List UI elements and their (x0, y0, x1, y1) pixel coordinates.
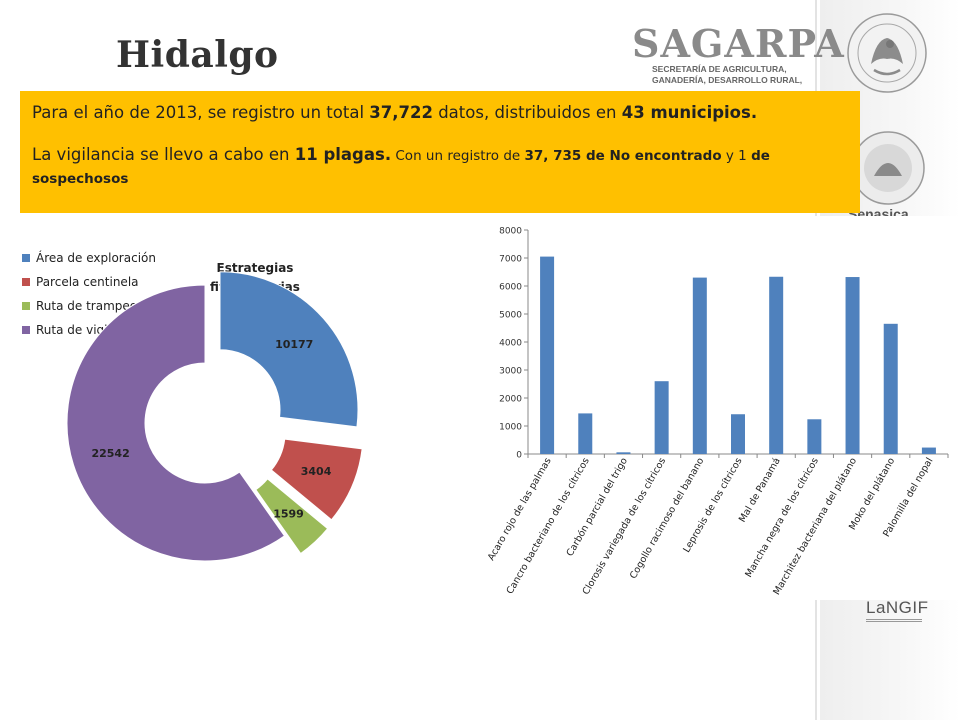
info-p1-a: Para el año de 2013, se registro un tota… (32, 103, 370, 122)
x-tick-label: Cancro bacteriano de los cítricos (505, 456, 592, 596)
y-tick-label: 4000 (499, 339, 522, 349)
bar (883, 323, 898, 454)
legend-swatch (22, 326, 30, 334)
y-tick-label: 2000 (499, 395, 522, 405)
x-tick-label: Clorosis variegada de los cítricos (581, 456, 669, 597)
page-title: Hidalgo (116, 34, 279, 76)
donut-data-label: 10177 (275, 338, 313, 351)
senasica-seal-icon (851, 131, 925, 205)
sagarpa-subtitle-2: GANADERÍA, DESARROLLO RURAL, (652, 75, 803, 85)
info-municipalities: 43 municipios. (621, 103, 758, 122)
donut-slice (66, 284, 286, 562)
langif-divider-2 (866, 621, 922, 622)
info-p1-c: datos, distribuidos en (432, 103, 622, 122)
bar (731, 414, 745, 454)
info-summary: Para el año de 2013, se registro un tota… (32, 102, 848, 124)
info-p2-c: Con un registro de (391, 148, 525, 164)
langif-divider (866, 619, 922, 620)
donut-slice (270, 438, 363, 521)
y-tick-label: 6000 (499, 283, 522, 293)
y-tick-label: 0 (516, 451, 522, 461)
bar (807, 419, 822, 454)
bar (769, 276, 784, 454)
legend-swatch (22, 302, 30, 310)
legend-item: Área de exploración (22, 246, 156, 270)
x-tick-label: Cogollo racimoso del banano (628, 456, 707, 581)
y-tick-label: 1000 (499, 423, 522, 433)
bar (616, 452, 631, 454)
legend-swatch (22, 254, 30, 262)
legend-label: Parcela centinela (36, 275, 139, 289)
bar (540, 256, 555, 454)
info-total-records: 37,722 (369, 103, 433, 122)
legend-item: Parcela centinela (22, 270, 156, 294)
x-tick-label: Acaro rojo de las palmas (486, 456, 554, 563)
donut-chart: 10177 3404 1599 22542 (66, 271, 363, 562)
bar (845, 277, 860, 454)
x-tick-label: Mancha negra de los cítricos (743, 456, 821, 579)
donut-slice (219, 271, 359, 428)
mexico-seal-icon (847, 13, 927, 93)
donut-legend: Área de exploración Parcela centinela Ru… (22, 246, 156, 342)
info-suspects: de sospechosos (32, 148, 770, 187)
bar (692, 277, 707, 454)
legend-label: Área de exploración (36, 251, 156, 265)
legend-swatch (22, 278, 30, 286)
info-p2-e: y 1 (721, 148, 752, 164)
info-box: Para el año de 2013, se registro un tota… (20, 91, 860, 213)
sagarpa-name: SAGARPA (632, 21, 845, 66)
x-tick-label: Mal de Panamá (737, 456, 783, 524)
sagarpa-subtitle-1: SECRETARÍA DE AGRICULTURA, (652, 64, 787, 74)
info-not-found: 37, 735 de No encontrado (524, 148, 722, 164)
info-p2-a: La vigilancia se llevo a cabo en (32, 145, 295, 164)
langif-name: LaNGIF (866, 598, 929, 617)
donut-data-label: 22542 (91, 447, 129, 460)
bar (654, 381, 669, 454)
y-tick-label: 7000 (499, 255, 522, 265)
legend-item: Ruta de trampeo (22, 294, 156, 318)
y-tick-label: 5000 (499, 311, 522, 321)
donut-data-label: 1599 (273, 507, 304, 520)
y-tick-label: 3000 (499, 367, 522, 377)
bar (921, 447, 936, 454)
donut-title-line-1: Estrategias (216, 261, 294, 275)
y-tick-label: 8000 (499, 227, 522, 237)
bar-chart: 0 1000 2000 3000 4000 5000 6000 7000 8000 Acaro r… (486, 227, 949, 597)
info-pests: 11 plagas. (294, 145, 392, 164)
sagarpa-logo: SAGARPA SECRETARÍA DE AGRICULTURA, GANAD… (632, 21, 845, 86)
bar (578, 413, 593, 454)
info-surveillance: La vigilancia se llevo a cabo en 11 plag… (32, 144, 848, 190)
donut-data-label: 3404 (301, 465, 332, 478)
langif-logo: LaNGIF (866, 598, 929, 623)
legend-label: Ruta de trampeo (36, 299, 138, 313)
donut-slice (255, 478, 329, 555)
